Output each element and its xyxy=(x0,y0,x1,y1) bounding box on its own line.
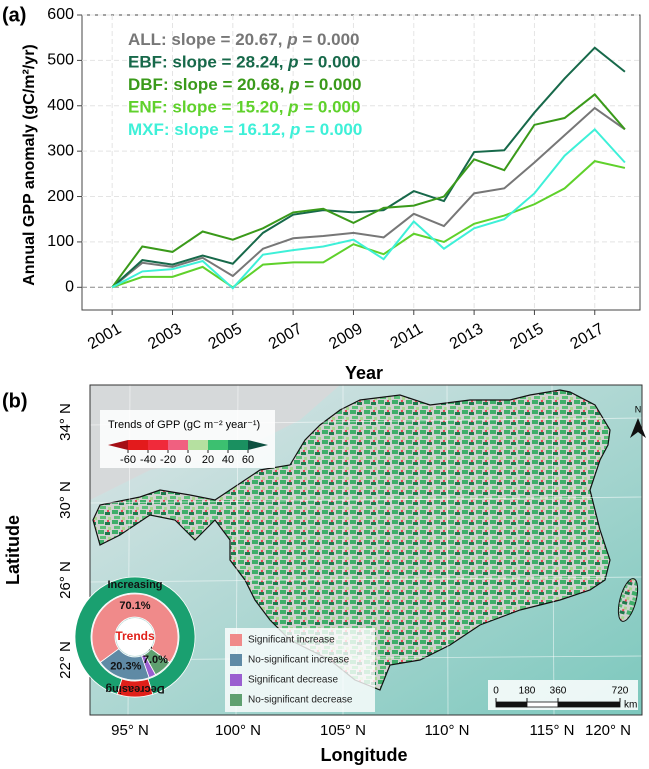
y-tick-label: 300 xyxy=(47,142,74,159)
legend-swatch xyxy=(230,634,242,646)
lon-label: 100° N xyxy=(215,722,261,739)
colorbar-tick-label: 20 xyxy=(202,454,214,466)
scalebar-label: 360 xyxy=(550,686,567,697)
value-label: 20.3% xyxy=(110,661,141,673)
pie-center xyxy=(116,618,154,656)
value-label: 7.0% xyxy=(143,654,168,666)
scalebar-label: 0 xyxy=(493,686,499,697)
ring-label: Decreasing xyxy=(105,683,164,695)
map-frame xyxy=(89,384,643,716)
legend-label: No-significant decrease xyxy=(248,695,353,706)
pie-segment xyxy=(116,678,154,698)
y-tick-label: 100 xyxy=(47,233,74,250)
colorbar-segment xyxy=(128,440,148,450)
line xyxy=(111,93,626,288)
map-y-label: Latitude xyxy=(3,515,23,585)
value-label: 70.1% xyxy=(119,600,150,612)
legend-entry: EBF: slope = 28.24, p = 0.000 xyxy=(128,53,360,72)
map-x-label: Longitude xyxy=(321,745,408,765)
legend-label: No-significant increase xyxy=(248,655,350,666)
line xyxy=(111,106,626,289)
colorbar-segment xyxy=(228,440,248,450)
y-tick-label: 400 xyxy=(47,97,74,114)
line xyxy=(111,160,626,289)
taiwan xyxy=(617,578,639,622)
colorbar-tick-label: 60 xyxy=(242,454,254,466)
legend-entry: DBF: slope = 20.68, p = 0.000 xyxy=(128,75,361,94)
legend-box xyxy=(225,628,375,712)
y-tick-label: 0 xyxy=(65,279,74,296)
panel-a-label: (a) xyxy=(2,4,26,26)
line xyxy=(111,46,626,289)
colorbar-segment xyxy=(168,440,188,450)
scalebar-label: 180 xyxy=(519,686,536,697)
colorbar-segment xyxy=(188,440,208,450)
x-axis-label: Year xyxy=(345,363,383,383)
scalebar-label: 720 xyxy=(612,686,629,697)
y-axis-label: Annual GPP anomaly (gC/m²/yr) xyxy=(21,44,38,286)
lat-label: 30° N xyxy=(57,481,74,519)
scalebar-segment xyxy=(526,701,559,708)
lon-label: 120° N xyxy=(585,722,631,739)
colorbar-title: Trends of GPP (gC m⁻² year⁻¹) xyxy=(108,419,260,431)
plot-frame xyxy=(81,14,641,311)
y-tick-label: 200 xyxy=(47,188,74,205)
legend-label: Significant decrease xyxy=(248,675,338,686)
colorbar-segment xyxy=(108,440,128,450)
north-label: N xyxy=(635,404,642,414)
legend-entry: ENF: slope = 15.20, p = 0.000 xyxy=(128,98,360,117)
x-tick-label: 2009 xyxy=(326,320,365,353)
x-tick-label: 2003 xyxy=(145,320,184,353)
ring-label: Increasing xyxy=(107,579,162,591)
legend-entry: ALL: slope = 20.67, p = 0.000 xyxy=(128,30,360,49)
legend-swatch xyxy=(230,674,242,686)
pie-segment xyxy=(74,576,196,695)
x-tick-label: 2007 xyxy=(266,320,305,353)
x-tick-label: 2011 xyxy=(388,320,426,352)
colorbar-segment xyxy=(208,440,228,450)
y-tick-label: 600 xyxy=(47,6,74,23)
north-arrow xyxy=(630,418,646,438)
x-tick-label: 2001 xyxy=(85,320,124,353)
panel-b-label: (b) xyxy=(2,390,28,412)
lon-label: 105° N xyxy=(320,722,366,739)
line xyxy=(111,127,626,290)
colorbar-box xyxy=(100,410,275,468)
scalebar-segment xyxy=(495,701,528,708)
legend-entry: MXF: slope = 16.12, p = 0.000 xyxy=(128,120,362,139)
lon-label: 115° N xyxy=(530,722,575,739)
lon-label: 110° N xyxy=(425,722,470,739)
colorbar-tick-label: -20 xyxy=(160,454,176,466)
x-tick-label: 2015 xyxy=(507,320,546,353)
scalebar-segment xyxy=(557,701,621,708)
x-tick-label: 2013 xyxy=(447,320,486,353)
colorbar-tick-label: -40 xyxy=(140,454,156,466)
scalebar-unit: km xyxy=(624,700,637,711)
study-region xyxy=(92,389,611,691)
pie-segment xyxy=(144,648,171,676)
colorbar-tick-label: 0 xyxy=(185,454,191,466)
lat-label: 34° N xyxy=(57,403,74,441)
y-tick-label: 500 xyxy=(47,52,74,69)
lat-label: 26° N xyxy=(57,561,74,599)
colorbar-tick-label: -60 xyxy=(120,454,136,466)
colorbar-segment xyxy=(148,440,168,450)
legend-swatch xyxy=(230,654,242,666)
colorbar-segment xyxy=(248,440,268,450)
pie-segment xyxy=(91,593,179,663)
lat-label: 22° N xyxy=(57,641,74,679)
legend-swatch xyxy=(230,694,242,706)
x-tick-label: 2017 xyxy=(568,320,607,353)
lon-label: 95° N xyxy=(111,722,149,739)
pie-title: Trends xyxy=(115,629,155,643)
colorbar-tick-label: 40 xyxy=(222,454,234,466)
legend-label: Significant increase xyxy=(248,635,335,646)
x-tick-label: 2005 xyxy=(206,320,245,353)
